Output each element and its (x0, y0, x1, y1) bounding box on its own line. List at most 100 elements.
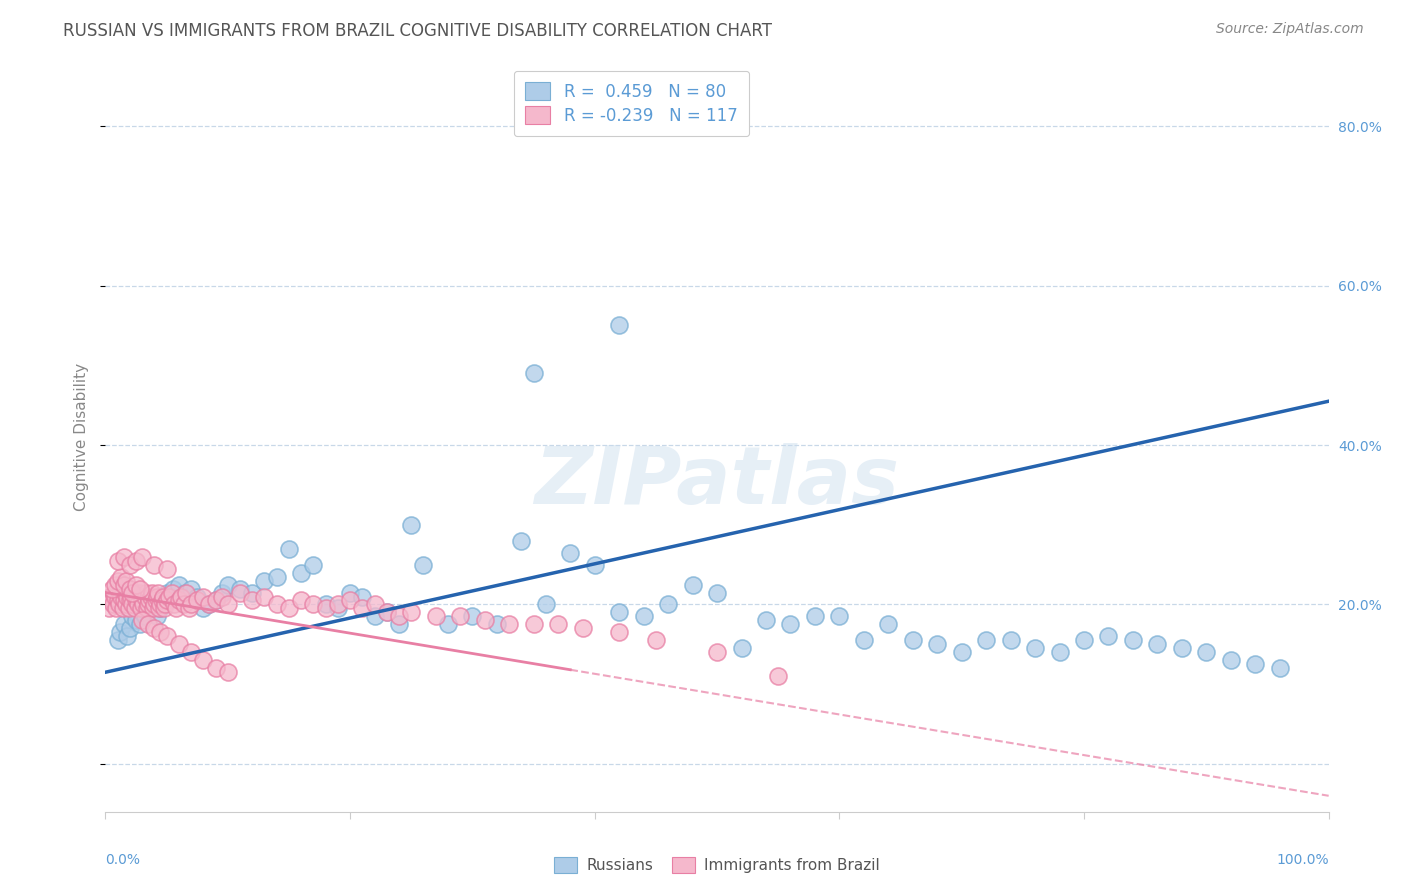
Point (146, 609, 169, 624)
Point (118, 593, 141, 607)
Point (145, 593, 167, 607)
Point (107, 574, 129, 588)
Point (177, 601, 200, 615)
Point (167, 593, 190, 607)
Point (1024, 641, 1046, 656)
Point (103, 585, 125, 599)
Point (139, 590, 162, 604)
Point (211, 585, 233, 599)
Point (352, 601, 374, 615)
Point (412, 558, 434, 572)
Point (877, 617, 900, 632)
Point (449, 609, 471, 624)
Point (143, 558, 166, 572)
Point (339, 585, 361, 599)
Point (127, 598, 149, 612)
Point (143, 593, 166, 607)
Point (633, 609, 655, 624)
Point (112, 549, 135, 564)
Point (100, 582, 122, 596)
Point (149, 625, 172, 640)
Point (485, 617, 508, 632)
Point (217, 598, 239, 612)
Point (108, 598, 131, 612)
Point (510, 533, 533, 548)
Point (1000, 633, 1022, 648)
Point (174, 585, 197, 599)
Point (143, 621, 166, 635)
Point (107, 554, 129, 568)
Point (211, 590, 233, 604)
Point (156, 561, 179, 575)
Point (112, 577, 135, 591)
Point (1073, 633, 1095, 648)
Point (115, 598, 138, 612)
Point (1097, 629, 1119, 643)
Point (132, 598, 155, 612)
Point (363, 609, 385, 624)
Point (437, 617, 460, 632)
Point (146, 585, 169, 599)
Point (121, 585, 143, 599)
Point (127, 590, 149, 604)
Point (644, 633, 668, 648)
Point (108, 585, 131, 599)
Point (401, 517, 423, 532)
Point (180, 598, 202, 612)
Point (125, 593, 148, 607)
Point (204, 661, 226, 675)
Point (131, 549, 153, 564)
Point (150, 593, 173, 607)
Point (107, 633, 129, 648)
Point (167, 577, 190, 591)
Y-axis label: Cognitive Disability: Cognitive Disability (75, 363, 90, 511)
Point (131, 614, 153, 628)
Point (204, 593, 226, 607)
Point (121, 598, 143, 612)
Point (152, 590, 174, 604)
Point (100, 593, 122, 607)
Point (278, 541, 301, 556)
Point (163, 598, 186, 612)
Point (128, 617, 150, 632)
Point (180, 582, 202, 596)
Point (198, 598, 221, 612)
Point (315, 601, 337, 615)
Point (1268, 661, 1291, 675)
Point (682, 577, 704, 591)
Point (901, 633, 924, 648)
Point (111, 601, 134, 615)
Point (153, 590, 176, 604)
Point (114, 585, 136, 599)
Point (302, 558, 325, 572)
Point (401, 606, 423, 620)
Point (706, 645, 728, 659)
Point (730, 641, 752, 656)
Point (115, 574, 138, 588)
Point (927, 637, 949, 651)
Point (547, 617, 569, 632)
Point (852, 633, 875, 648)
Point (1219, 653, 1241, 667)
Point (108, 625, 131, 640)
Point (117, 629, 139, 643)
Point (1049, 645, 1071, 659)
Point (1146, 637, 1168, 651)
Point (112, 593, 135, 607)
Point (560, 546, 582, 560)
Point (118, 558, 141, 572)
Point (461, 609, 484, 624)
Point (193, 653, 215, 667)
Point (118, 582, 141, 596)
Text: 100.0%: 100.0% (1277, 853, 1329, 867)
Point (375, 606, 398, 620)
Point (136, 601, 159, 615)
Point (186, 590, 208, 604)
Point (136, 598, 159, 612)
Point (101, 598, 124, 612)
Point (157, 590, 180, 604)
Point (129, 601, 152, 615)
Point (290, 593, 312, 607)
Point (186, 593, 208, 607)
Point (162, 582, 184, 596)
